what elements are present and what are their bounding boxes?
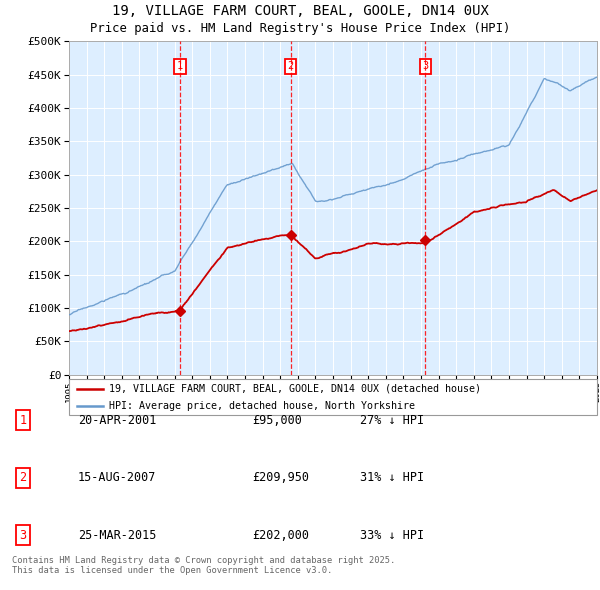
Text: £202,000: £202,000	[252, 529, 309, 542]
Text: 19, VILLAGE FARM COURT, BEAL, GOOLE, DN14 0UX: 19, VILLAGE FARM COURT, BEAL, GOOLE, DN1…	[112, 4, 488, 18]
Text: Contains HM Land Registry data © Crown copyright and database right 2025.
This d: Contains HM Land Registry data © Crown c…	[12, 556, 395, 575]
Text: Price paid vs. HM Land Registry's House Price Index (HPI): Price paid vs. HM Land Registry's House …	[90, 22, 510, 35]
Text: 25-MAR-2015: 25-MAR-2015	[78, 529, 157, 542]
Text: 20-APR-2001: 20-APR-2001	[78, 414, 157, 427]
Text: 3: 3	[19, 529, 26, 542]
Text: 2: 2	[19, 471, 26, 484]
Text: £209,950: £209,950	[252, 471, 309, 484]
Text: 31% ↓ HPI: 31% ↓ HPI	[360, 471, 424, 484]
Text: 15-AUG-2007: 15-AUG-2007	[78, 471, 157, 484]
Text: 1: 1	[19, 414, 26, 427]
Text: HPI: Average price, detached house, North Yorkshire: HPI: Average price, detached house, Nort…	[109, 401, 415, 411]
Text: 33% ↓ HPI: 33% ↓ HPI	[360, 529, 424, 542]
Text: 3: 3	[422, 61, 428, 71]
Text: 27% ↓ HPI: 27% ↓ HPI	[360, 414, 424, 427]
Text: 1: 1	[177, 61, 183, 71]
Text: 2: 2	[287, 61, 294, 71]
Text: 19, VILLAGE FARM COURT, BEAL, GOOLE, DN14 0UX (detached house): 19, VILLAGE FARM COURT, BEAL, GOOLE, DN1…	[109, 384, 481, 394]
Text: £95,000: £95,000	[252, 414, 302, 427]
